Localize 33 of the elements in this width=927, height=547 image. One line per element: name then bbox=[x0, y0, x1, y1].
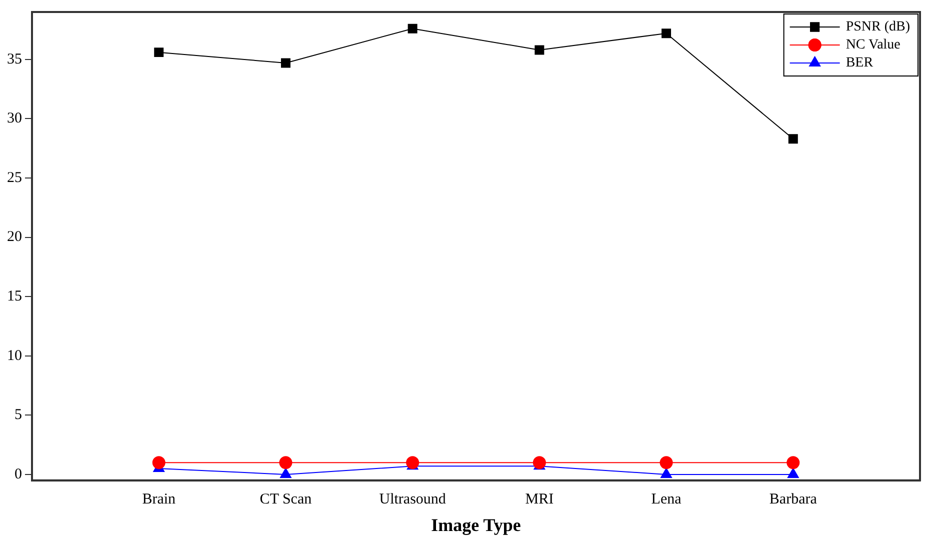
point bbox=[534, 45, 544, 55]
legend-label: PSNR (dB) bbox=[846, 20, 910, 35]
point bbox=[788, 134, 798, 144]
y-tick-label: 20 bbox=[7, 229, 22, 246]
x-tick-label: Lena bbox=[651, 491, 682, 508]
point bbox=[154, 48, 164, 58]
point bbox=[786, 456, 800, 470]
x-tick-label: CT Scan bbox=[260, 491, 312, 508]
x-axis-title: Image Type bbox=[431, 514, 521, 535]
point bbox=[280, 468, 292, 478]
legend-label: BER bbox=[846, 56, 874, 71]
point bbox=[787, 468, 799, 478]
x-tick-label: MRI bbox=[525, 491, 554, 508]
x-tick-label: Barbara bbox=[769, 491, 818, 508]
point bbox=[660, 468, 672, 478]
y-tick-label: 10 bbox=[7, 348, 22, 364]
point bbox=[152, 456, 166, 470]
y-tick-label: 35 bbox=[7, 51, 22, 68]
legend-label: NC Value bbox=[846, 38, 900, 53]
point bbox=[662, 28, 672, 38]
y-tick-label: 30 bbox=[7, 110, 22, 127]
y-tick-label: 25 bbox=[7, 170, 22, 186]
point bbox=[280, 58, 290, 68]
point bbox=[406, 456, 420, 470]
x-tick-label: Ultrasound bbox=[379, 491, 446, 508]
x-tick-label: Brain bbox=[142, 491, 176, 508]
point bbox=[408, 24, 418, 34]
y-tick-label: 0 bbox=[14, 466, 22, 482]
y-tick-label: 15 bbox=[7, 288, 22, 305]
point bbox=[660, 456, 673, 470]
point bbox=[532, 456, 546, 470]
point bbox=[279, 456, 292, 470]
y-tick-label: 5 bbox=[14, 407, 22, 424]
